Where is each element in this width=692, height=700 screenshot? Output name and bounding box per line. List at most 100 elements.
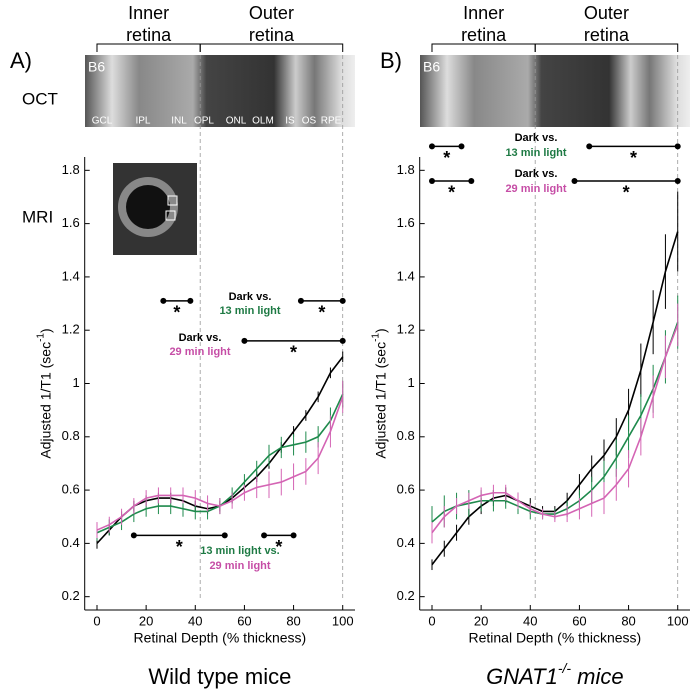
x-tick-label: 40 <box>523 613 537 628</box>
region-bracket <box>199 43 344 52</box>
bracket-end <box>261 532 268 539</box>
region-label: retina <box>584 25 630 45</box>
x-tick-label: 80 <box>621 613 635 628</box>
bracket-end <box>221 532 228 539</box>
layer-label: IPL <box>135 116 150 127</box>
x-tick-label: 100 <box>332 613 354 628</box>
y-tick-label: 1.8 <box>62 162 80 177</box>
layer-label: RPE <box>321 116 342 127</box>
x-tick-label: 80 <box>286 613 300 628</box>
y-tick-label: 0.2 <box>62 588 80 603</box>
bracket-end <box>290 532 297 539</box>
y-tick-label: 0.4 <box>397 535 415 550</box>
y-tick-label: 1.2 <box>62 322 80 337</box>
layer-label: IS <box>285 116 295 127</box>
y-axis-label-sup: -1 <box>370 333 381 342</box>
bracket-end <box>674 143 681 150</box>
panel-title: Wild type mice <box>148 664 291 689</box>
significance-star: * <box>290 343 297 363</box>
significance-star: * <box>443 148 450 168</box>
layer-label: ONL <box>226 116 247 127</box>
significance-star: * <box>448 183 455 203</box>
y-tick-label: 1 <box>407 375 414 390</box>
region-label: retina <box>126 25 172 45</box>
y-axis-label-text: Adjusted 1/T1 (sec <box>372 342 388 459</box>
x-tick-label: 0 <box>93 613 100 628</box>
panel-title-sup: -/- <box>558 660 572 676</box>
region-label: retina <box>249 25 295 45</box>
bracket-end <box>339 297 346 304</box>
region-label: Inner <box>128 3 169 23</box>
annotation: 29 min light <box>505 183 566 195</box>
significance-star: * <box>318 303 325 323</box>
panel-title-text: Wild type mice <box>148 664 291 689</box>
y-axis-label: Adjusted 1/T1 (sec-1) <box>35 328 53 458</box>
bracket-end <box>458 143 465 150</box>
series-line <box>431 324 679 534</box>
region-label: Inner <box>463 3 504 23</box>
image-label: B6 <box>88 59 105 75</box>
x-tick-label: 40 <box>188 613 202 628</box>
y-tick-label: 0.8 <box>397 428 415 443</box>
y-axis-label: Adjusted 1/T1 (sec-1) <box>370 328 388 458</box>
region-label: Outer <box>584 3 629 23</box>
bracket-end <box>130 532 137 539</box>
region-bracket <box>534 43 679 52</box>
y-tick-label: 1.4 <box>397 268 415 283</box>
annotation: Dark vs. <box>515 168 558 180</box>
oct-image <box>420 55 690 127</box>
row-label: MRI <box>22 207 53 226</box>
bracket-end <box>428 143 435 150</box>
panel-label: B) <box>380 48 402 73</box>
annotation: 29 min light <box>169 346 230 358</box>
y-tick-label: 0.8 <box>62 428 80 443</box>
x-tick-label: 20 <box>139 613 153 628</box>
bracket-end <box>428 177 435 184</box>
bracket-end <box>297 297 304 304</box>
x-tick-label: 0 <box>428 613 435 628</box>
significance-star: * <box>173 303 180 323</box>
region-bracket <box>431 43 536 52</box>
annotation: 13 min light <box>505 147 566 159</box>
x-tick-label: 60 <box>572 613 586 628</box>
y-axis-label-text: Adjusted 1/T1 (sec <box>37 342 53 459</box>
layer-label: INL <box>171 116 187 127</box>
significance-star: * <box>176 537 183 557</box>
oct-image <box>85 55 355 127</box>
y-tick-label: 0.6 <box>397 482 415 497</box>
annotation: 13 min light <box>219 305 280 317</box>
layer-label: OLM <box>252 116 274 127</box>
annotation: Dark vs. <box>515 132 558 144</box>
row-label: OCT <box>22 89 58 108</box>
y-axis-label-end: ) <box>37 328 53 333</box>
bracket-end <box>586 143 593 150</box>
x-axis-label: Retinal Depth (% thickness) <box>468 630 641 646</box>
y-axis-label-sup: -1 <box>35 333 46 342</box>
y-axis-label-end: ) <box>372 328 388 333</box>
panel-title: GNAT1-/- mice <box>486 660 624 689</box>
region-label: retina <box>461 25 507 45</box>
region-bracket <box>96 43 201 52</box>
significance-star: * <box>630 148 637 168</box>
bracket-end <box>571 177 578 184</box>
y-tick-label: 0.2 <box>397 588 415 603</box>
x-tick-label: 20 <box>474 613 488 628</box>
bracket-end <box>241 337 248 344</box>
layer-label: GCL <box>92 116 113 127</box>
bracket-end <box>339 337 346 344</box>
region-label: Outer <box>249 3 294 23</box>
y-tick-label: 0.6 <box>62 482 80 497</box>
x-axis-label: Retinal Depth (% thickness) <box>133 630 306 646</box>
significance-star: * <box>623 183 630 203</box>
bracket-end <box>468 177 475 184</box>
y-tick-label: 1.4 <box>62 268 80 283</box>
x-tick-label: 60 <box>237 613 251 628</box>
annotation: 13 min light vs. <box>200 545 279 557</box>
bracket-end <box>160 297 167 304</box>
annotation: 29 min light <box>209 560 270 572</box>
layer-label: OPL <box>194 116 214 127</box>
panel-title-text: GNAT1 <box>486 664 558 689</box>
layer-label: OS <box>302 116 317 127</box>
mri-inset <box>113 163 197 255</box>
